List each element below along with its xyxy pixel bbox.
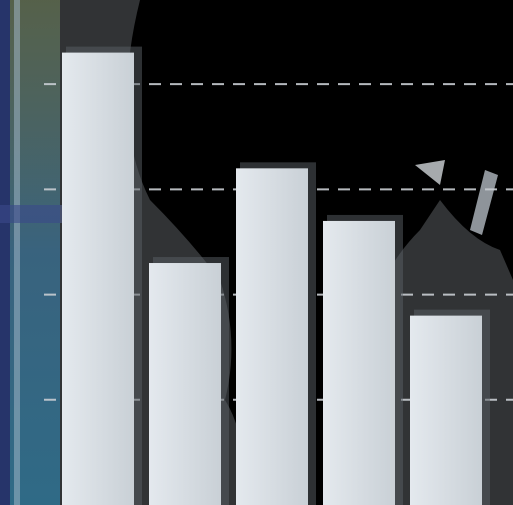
left-horizontal-band: [0, 205, 70, 223]
left-edge-highlight: [14, 0, 20, 505]
bars: [62, 46, 490, 505]
pointer-stroke: [470, 170, 498, 235]
bar: [323, 220, 395, 505]
bar: [62, 52, 134, 505]
bar: [236, 168, 308, 505]
pointer-shape: [415, 160, 445, 185]
bar: [410, 315, 482, 505]
bar: [149, 263, 221, 505]
left-edge-strip: [0, 0, 10, 505]
